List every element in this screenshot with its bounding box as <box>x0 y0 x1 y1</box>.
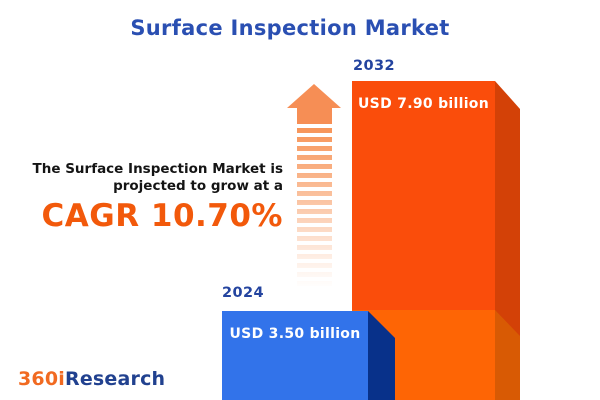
brand-logo-suffix: Research <box>64 368 166 390</box>
growth-arrow-stub <box>297 107 332 124</box>
growth-arrow-head <box>287 84 341 108</box>
annotation-line2: projected to grow at a <box>113 178 283 194</box>
brand-logo: 360iResearch <box>18 368 165 390</box>
bar-2024-year-label: 2024 <box>222 285 264 301</box>
bar-2024-value-label: USD 3.50 billion <box>229 326 361 342</box>
bar-2024-face <box>222 311 368 400</box>
cagr-value: CAGR 10.70% <box>41 198 283 234</box>
annotation-text: The Surface Inspection Market is project… <box>20 161 283 195</box>
page-title: Surface Inspection Market <box>130 16 450 40</box>
annotation-line1: The Surface Inspection Market is <box>32 161 283 177</box>
growth-arrow-striped-tail <box>297 128 332 292</box>
bar-2032-year-label: 2032 <box>353 58 395 74</box>
brand-logo-prefix: 360i <box>18 368 65 390</box>
bar-2032-value-label: USD 7.90 billion <box>358 96 489 112</box>
